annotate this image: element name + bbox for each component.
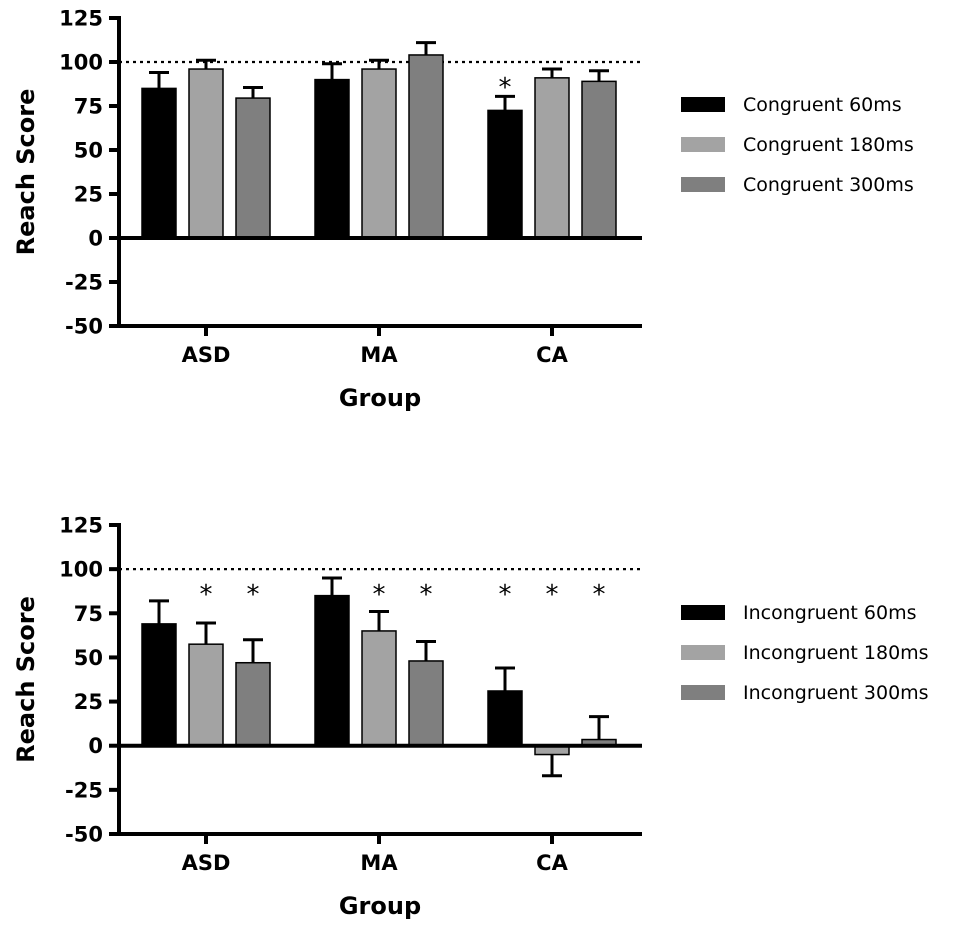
y-tick-label: 100 <box>59 558 103 582</box>
y-tick-label: -25 <box>65 271 103 295</box>
legend-swatch <box>681 137 725 152</box>
x-tick-label-ca: CA <box>536 343 568 367</box>
significance-marker: * <box>373 580 386 610</box>
legend-swatch <box>681 97 725 112</box>
significance-marker: * <box>247 580 260 610</box>
y-tick-label: 125 <box>59 514 103 538</box>
significance-marker: * <box>200 580 213 610</box>
legend-label: Congruent 300ms <box>743 174 914 196</box>
y-axis-title: Reach Score <box>12 89 40 256</box>
y-tick-label: -25 <box>65 778 103 802</box>
x-tick-label-asd: ASD <box>182 343 231 367</box>
y-tick-label: 50 <box>74 646 103 670</box>
legend-label: Incongruent 300ms <box>743 682 929 704</box>
legend-swatch <box>681 177 725 192</box>
bar-asd-series-1 <box>141 623 177 747</box>
y-tick-label: 50 <box>74 139 103 163</box>
bar-ma-series-1 <box>314 594 350 747</box>
y-tick-label: 25 <box>74 690 103 714</box>
y-tick-label: 75 <box>74 602 103 626</box>
chart-panel-1: * 125 100 75 50 25 0 -25 -50 ASD MA CA Group Reach Sc… <box>12 7 914 413</box>
bar-asd-series-3 <box>235 97 271 239</box>
legend: Incongruent 60ms Incongruent 180ms Incongr… <box>681 602 929 704</box>
y-tick-label: -50 <box>65 823 103 847</box>
bar-ca-series-3 <box>581 80 617 239</box>
x-tick-label-asd: ASD <box>182 851 231 875</box>
legend-swatch <box>681 685 725 700</box>
legend-swatch <box>681 605 725 620</box>
legend-swatch <box>681 645 725 660</box>
legend: Congruent 60ms Congruent 180ms Congruent 3… <box>681 94 914 196</box>
bar-ma-series-2 <box>361 68 397 239</box>
significance-marker: * <box>499 73 512 103</box>
x-tick-label-ma: MA <box>360 343 398 367</box>
y-tick-label: 100 <box>59 51 103 75</box>
legend-label: Incongruent 60ms <box>743 602 916 624</box>
y-tick-label: 0 <box>88 227 103 251</box>
y-axis-title: Reach Score <box>12 596 40 763</box>
significance-marker: * <box>499 580 512 610</box>
bar-ca-series-1 <box>487 690 523 747</box>
bar-ma-series-3 <box>408 54 444 239</box>
y-tick-label: 75 <box>74 95 103 119</box>
y-tick-label: 125 <box>59 7 103 31</box>
significance-marker: * <box>420 580 433 610</box>
bar-ca-series-2 <box>534 77 570 239</box>
y-tick-label: 25 <box>74 183 103 207</box>
legend-label: Congruent 180ms <box>743 134 914 156</box>
y-tick-label: -50 <box>65 315 103 339</box>
x-tick-label-ca: CA <box>536 851 568 875</box>
bar-ma-series-3 <box>408 660 444 747</box>
bar-asd-series-2 <box>188 68 224 239</box>
legend-label: Incongruent 180ms <box>743 642 929 664</box>
x-axis-title: Group <box>339 384 421 412</box>
x-tick-label-ma: MA <box>360 851 398 875</box>
bar-asd-series-3 <box>235 661 271 747</box>
bar-ma-series-1 <box>314 78 350 239</box>
bar-ma-series-2 <box>361 630 397 747</box>
significance-marker: * <box>546 580 559 610</box>
x-axis-title: Group <box>339 892 421 920</box>
bar-ca-series-1 <box>487 109 523 239</box>
bar-asd-series-1 <box>141 87 177 239</box>
bar-asd-series-2 <box>188 643 224 747</box>
significance-marker: * <box>593 580 606 610</box>
legend-label: Congruent 60ms <box>743 94 902 116</box>
y-tick-label: 0 <box>88 734 103 758</box>
chart-panel-2: * * * * * * * 125 100 75 50 25 0 -25 -50 ASD MA CA Group Re… <box>12 514 929 921</box>
